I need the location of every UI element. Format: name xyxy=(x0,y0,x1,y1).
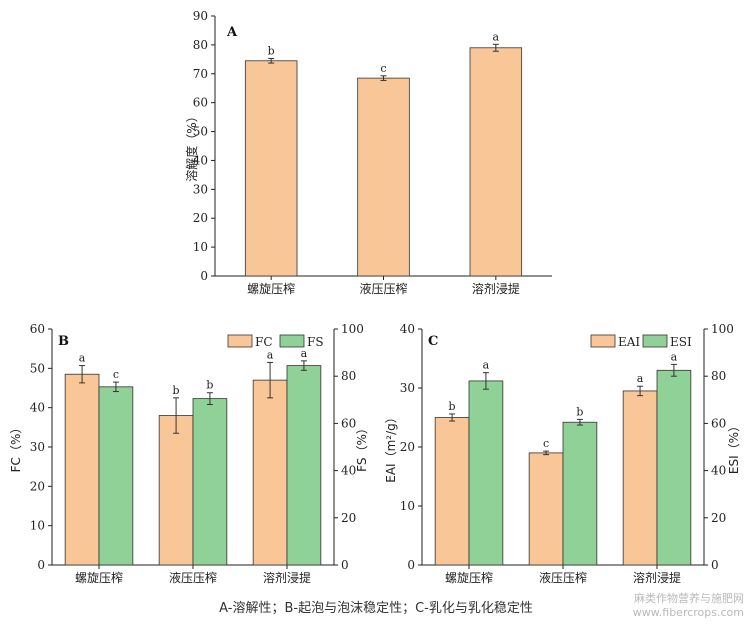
panel-c-significance-letter: a xyxy=(637,372,644,385)
panel-b-y-tick-label: 30 xyxy=(30,440,45,454)
panel-a-bar xyxy=(469,47,523,277)
panel-c-significance-letter: a xyxy=(671,350,678,363)
panel-b-y-axis-title-right: FS（%） xyxy=(355,422,369,472)
panel-c-y-tick-label: 30 xyxy=(400,381,415,395)
panel-c-significance-letter: b xyxy=(576,405,583,418)
panel-b-y-tick-label: 50 xyxy=(30,361,45,375)
panel-a-y-tick-label: 20 xyxy=(193,211,208,225)
panel-c-bar-eai xyxy=(622,390,658,566)
panel-a-y-tick-label: 70 xyxy=(193,67,208,81)
panel-b-bar-fc xyxy=(158,415,194,566)
panel-c-bar-esi xyxy=(656,369,692,566)
watermark: 麻类作物营养与施肥网 www.fibercrops.com xyxy=(633,592,744,620)
panel-a-y-tick-label: 90 xyxy=(193,9,208,23)
panel-b-y-tick-label: 20 xyxy=(30,479,45,493)
panel-c-y-tick-label: 10 xyxy=(400,499,415,513)
panel-c-y2-tick-label: 0 xyxy=(711,558,719,572)
panel-a-significance-letter: a xyxy=(493,30,500,43)
panel-a-bar xyxy=(244,60,298,277)
panel-b-y2-tick-label: 40 xyxy=(341,464,356,478)
panel-c-x-tick-label: 液压压榨 xyxy=(539,570,587,585)
panel-b-legend-label-fc: FC xyxy=(255,335,273,349)
panel-b-y2-tick-label: 100 xyxy=(341,322,364,336)
panel-b-x-tick-label: 螺旋压榨 xyxy=(75,570,123,585)
panel-c-x-tick-label: 螺旋压榨 xyxy=(445,570,493,585)
panel-c-legend-label-esi: ESI xyxy=(670,335,692,349)
panel-b-bar-fs xyxy=(286,365,322,566)
panel-c-y-tick-label: 0 xyxy=(407,558,415,572)
panel-a-x-tick-label: 液压压榨 xyxy=(359,281,407,296)
panel-c-y-tick-label: 20 xyxy=(400,440,415,454)
panel-c-significance-letter: c xyxy=(543,437,549,450)
panel-c-legend-swatch-esi xyxy=(642,334,668,348)
panel-A-label: A xyxy=(226,25,238,40)
watermark-line-1: 麻类作物营养与施肥网 xyxy=(634,592,744,605)
panel-b-significance-letter: a xyxy=(79,352,86,365)
panel-C-label: C xyxy=(428,334,438,349)
panel-b-significance-letter: b xyxy=(173,384,180,397)
panel-b-significance-letter: a xyxy=(301,347,308,360)
panel-b-significance-letter: a xyxy=(267,348,274,361)
panel-b-y2-tick-label: 60 xyxy=(341,416,356,430)
panel-a-y-tick-label: 10 xyxy=(193,240,208,254)
panel-b-bar-fs xyxy=(192,398,228,566)
panel-c-y-axis-title-left: EAI（m²/g） xyxy=(384,411,398,483)
panel-b-bar-fs xyxy=(98,386,134,566)
panel-a-y-tick-label: 60 xyxy=(193,96,208,110)
panel-a-y-tick-label: 30 xyxy=(193,182,208,196)
panel-b-x-tick-label: 溶剂浸提 xyxy=(263,570,311,585)
panel-b-y-tick-label: 0 xyxy=(37,558,45,572)
panel-B-label: B xyxy=(58,334,69,349)
panel-b-bar-fc xyxy=(252,379,288,566)
panel-b-x-tick-label: 液压压榨 xyxy=(169,570,217,585)
watermark-line-2: www.fibercrops.com xyxy=(632,606,744,619)
panel-b-legend-swatch-fc xyxy=(227,334,253,348)
panel-b-significance-letter: c xyxy=(113,368,119,381)
panel-c-bar-eai xyxy=(434,417,470,566)
panel-c-y-axis-title-right: ESI（%） xyxy=(727,420,741,474)
panel-a-y-tick-label: 0 xyxy=(200,269,208,283)
panel-c-y2-tick-label: 100 xyxy=(711,322,734,336)
panel-c-x-tick-label: 溶剂浸提 xyxy=(633,570,681,585)
panel-a-y-tick-label: 40 xyxy=(193,153,208,167)
panel-b-y-axis-title-left: FC（%） xyxy=(9,422,23,473)
panel-c-significance-letter: a xyxy=(483,359,490,372)
panel-a-bar xyxy=(357,77,410,277)
panel-b-y2-tick-label: 0 xyxy=(341,558,349,572)
panel-a-y-tick-label: 80 xyxy=(193,38,208,52)
panel-c-y-tick-label: 40 xyxy=(400,322,415,336)
panel-a-significance-letter: b xyxy=(268,44,275,57)
panel-b-legend-label-fs: FS xyxy=(307,335,324,349)
panel-c-y2-tick-label: 20 xyxy=(711,511,726,525)
panel-c-bar-esi xyxy=(562,421,598,566)
panel-a-significance-letter: c xyxy=(380,62,386,75)
panel-c-y2-tick-label: 40 xyxy=(711,464,726,478)
figure-caption: A-溶解性；B-起泡与泡沫稳定性；C-乳化与乳化稳定性 xyxy=(219,601,533,616)
panel-c-y2-tick-label: 60 xyxy=(711,416,726,430)
panel-b-bar-fc xyxy=(64,373,100,566)
panel-a-y-axis-title: 溶解度（%） xyxy=(184,110,199,181)
panel-b-y2-tick-label: 20 xyxy=(341,511,356,525)
panel-a-x-tick-label: 溶剂浸提 xyxy=(472,281,520,296)
panel-c-significance-letter: b xyxy=(449,400,456,413)
panel-b-y-tick-label: 60 xyxy=(30,322,45,336)
panel-c-y2-tick-label: 80 xyxy=(711,369,726,383)
panel-c-bar-eai xyxy=(528,452,564,566)
panel-b-significance-letter: b xyxy=(206,379,213,392)
panel-b-legend-swatch-fs xyxy=(279,334,305,348)
panel-b-y2-tick-label: 80 xyxy=(341,369,356,383)
panel-c-legend-label-eai: EAI xyxy=(618,335,640,349)
panel-a-y-tick-label: 50 xyxy=(193,125,208,139)
panel-b-y-tick-label: 40 xyxy=(30,401,45,415)
panel-a-x-tick-label: 螺旋压榨 xyxy=(247,281,295,296)
panel-b-y-tick-label: 10 xyxy=(30,519,45,533)
panel-c-legend-swatch-eai xyxy=(590,334,616,348)
panel-c-bar-esi xyxy=(468,380,504,566)
